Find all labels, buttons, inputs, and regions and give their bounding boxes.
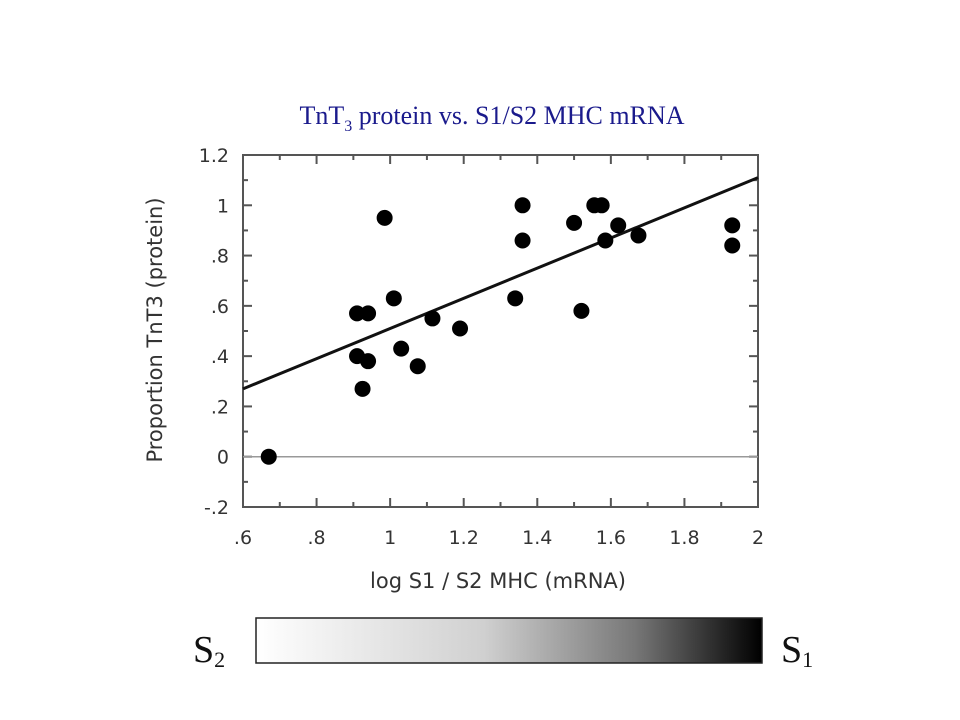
y-tick-label: .8 bbox=[211, 246, 229, 268]
data-point bbox=[724, 237, 741, 254]
y-tick-label: 1.2 bbox=[199, 145, 229, 167]
chart-title: TnT3 protein vs. S1/S2 MHC mRNA bbox=[299, 101, 684, 135]
data-point bbox=[349, 305, 366, 322]
x-tick-label: 1.8 bbox=[669, 527, 699, 549]
data-point bbox=[409, 358, 426, 375]
data-point bbox=[514, 232, 531, 249]
x-axis-label: log S1 / S2 MHC (mRNA) bbox=[370, 569, 626, 593]
chart-title-suffix: protein vs. S1/S2 MHC mRNA bbox=[352, 101, 684, 130]
data-points bbox=[260, 197, 741, 465]
data-point bbox=[360, 353, 377, 370]
data-point bbox=[354, 380, 371, 397]
data-point bbox=[566, 214, 583, 231]
y-tick-label: .4 bbox=[211, 346, 229, 368]
regression-line bbox=[242, 176, 759, 391]
data-point bbox=[593, 197, 610, 214]
data-point bbox=[597, 232, 614, 249]
x-tick-label: .6 bbox=[234, 527, 252, 549]
data-point bbox=[610, 217, 627, 234]
gradient-bar bbox=[255, 617, 763, 664]
data-point bbox=[376, 209, 393, 226]
y-tick-label: 1 bbox=[217, 195, 229, 217]
gradient-right-label: S1 bbox=[781, 629, 813, 672]
x-tick-label: 2 bbox=[752, 527, 764, 549]
data-point bbox=[630, 227, 647, 244]
x-tick-label: 1.4 bbox=[522, 527, 552, 549]
chart-title-prefix: TnT bbox=[299, 101, 344, 130]
y-tick-label: -.2 bbox=[204, 497, 229, 519]
x-tick-label: 1.2 bbox=[449, 527, 479, 549]
x-tick-label: 1.6 bbox=[596, 527, 626, 549]
data-point bbox=[260, 448, 277, 465]
axis-ticks bbox=[242, 154, 759, 508]
gradient-left-label: S2 bbox=[193, 629, 225, 672]
gradient-left-label-sub: 2 bbox=[214, 647, 225, 672]
y-tick-labels: -.2 0 .2 .4 .6 .8 1 1.2 bbox=[199, 145, 229, 519]
data-point bbox=[360, 305, 377, 322]
y-tick-label: .6 bbox=[211, 296, 229, 318]
y-tick-label: 0 bbox=[217, 447, 229, 469]
data-point bbox=[514, 197, 531, 214]
y-axis-label: Proportion TnT3 (protein) bbox=[143, 197, 167, 462]
data-point bbox=[724, 217, 741, 234]
x-tick-label: .8 bbox=[308, 527, 326, 549]
y-tick-label: .2 bbox=[211, 396, 229, 418]
data-point bbox=[424, 310, 441, 327]
data-point bbox=[573, 302, 590, 319]
gradient-right-label-main: S bbox=[781, 629, 802, 671]
gradient-left-label-main: S bbox=[193, 629, 214, 671]
gradient-right-label-sub: 1 bbox=[802, 647, 813, 672]
x-tick-labels: .6 .8 1 1.2 1.4 1.6 1.8 2 bbox=[234, 527, 764, 549]
data-point bbox=[385, 290, 402, 307]
data-point bbox=[393, 340, 410, 357]
chart-title-subscript: 3 bbox=[344, 118, 352, 135]
data-point bbox=[507, 290, 524, 307]
x-tick-label: 1 bbox=[384, 527, 396, 549]
data-point bbox=[452, 320, 469, 337]
